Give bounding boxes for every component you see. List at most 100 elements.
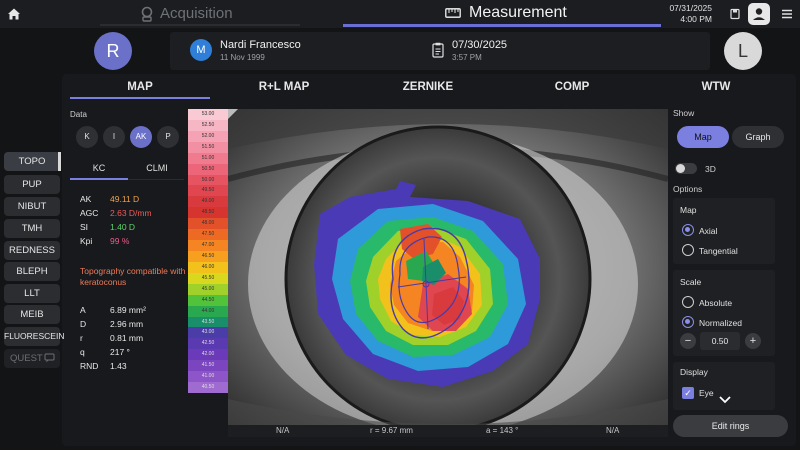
time-text: 4:00 PM [680, 14, 712, 24]
tangential-label: Tangential [699, 246, 738, 256]
3d-label: 3D [705, 164, 716, 174]
data-button-i[interactable]: I [103, 126, 125, 148]
scale-cell: 48.00 [188, 218, 228, 230]
subtab-kc[interactable]: KC [92, 163, 106, 173]
tool-topo[interactable]: TOPO [4, 152, 60, 171]
scale-cell: 43.50 [188, 316, 228, 328]
tool-pup[interactable]: PUP [4, 175, 60, 194]
graph-view-button[interactable]: Graph [732, 126, 784, 148]
scale-cell: 50.00 [188, 174, 228, 186]
edit-rings-button[interactable]: Edit rings [673, 415, 788, 437]
index-agc-value: 2.63 D/mm [110, 208, 152, 218]
tool-nibut[interactable]: NIBUT [4, 197, 60, 216]
left-eye-button[interactable]: L [724, 32, 762, 70]
scale-cell: 52.00 [188, 130, 228, 142]
stat-rnd-key: RND [80, 361, 99, 371]
menu-icon[interactable] [779, 6, 795, 22]
scale-cell: 52.50 [188, 119, 228, 131]
tab-map[interactable]: MAP [127, 81, 153, 93]
data-button-ak[interactable]: AK [130, 126, 152, 148]
stat-a-key: A [80, 305, 86, 315]
patient-dob: 11 Nov 1999 [220, 53, 265, 62]
tab-rl-map[interactable]: R+L MAP [258, 81, 310, 93]
scale-cell: 47.50 [188, 229, 228, 241]
tangential-radio[interactable] [682, 244, 694, 256]
clipboard-icon [432, 42, 444, 58]
right-eye-button[interactable]: R [94, 32, 132, 70]
3d-toggle[interactable] [675, 163, 697, 174]
scale-cell: 41.50 [188, 360, 228, 372]
map-group-title: Map [680, 205, 697, 215]
scale-cell: 44.00 [188, 305, 228, 317]
scale-cell: 46.50 [188, 250, 228, 262]
stat-d-value: 2.96 mm [110, 319, 144, 329]
exam-date: 07/30/2025 [452, 39, 508, 51]
index-agc-key: AGC [80, 208, 99, 218]
tab-acquisition[interactable]: Acquisition [140, 5, 233, 22]
scale-cell: 50.50 [188, 163, 228, 175]
stat-rnd-value: 1.43 [110, 361, 127, 371]
save-icon[interactable] [727, 6, 743, 22]
index-kpi-value: 99 % [110, 236, 130, 246]
3d-toggle-knob [676, 164, 685, 173]
step-value[interactable]: 0.50 [700, 332, 740, 350]
tab-zernike[interactable]: ZERNIKE [402, 81, 454, 93]
scale-cell: 48.50 [188, 207, 228, 219]
keratoconus-warning: Topography compatible with keratoconus [80, 266, 186, 287]
data-button-p[interactable]: P [157, 126, 179, 148]
tab-wtw[interactable]: WTW [701, 81, 731, 93]
eye-checkbox[interactable]: ✓ [682, 387, 694, 399]
display-group-title: Display [680, 367, 708, 377]
chevron-down-icon[interactable] [718, 395, 732, 405]
index-si-key: SI [80, 222, 89, 232]
tool-redness[interactable]: REDNESS [4, 241, 60, 260]
map-info-bar: N/A r = 9.67 mm a = 143 ° N/A [228, 425, 668, 437]
active-tool-marker [58, 152, 61, 171]
topography-map[interactable] [228, 109, 668, 425]
acquisition-underline [100, 24, 300, 26]
stat-r-value: 0.81 mm [110, 333, 144, 343]
subtab-clmi[interactable]: CLMI [146, 163, 168, 173]
tool-llt[interactable]: LLT [4, 284, 60, 303]
map-info-left: N/A [276, 426, 290, 435]
home-icon[interactable] [6, 6, 22, 22]
camera-icon [141, 6, 153, 22]
scale-cell: 49.50 [188, 185, 228, 197]
scale-cell: 42.50 [188, 338, 228, 350]
map-info-right: N/A [606, 426, 620, 435]
eye-label: Eye [699, 388, 714, 398]
tool-fluorescein[interactable]: FLUORESCEIN [4, 327, 64, 346]
stat-a-value: 6.89 mm² [110, 305, 146, 315]
scale-cell: 41.00 [188, 371, 228, 383]
tab-acquisition-label: Acquisition [160, 5, 233, 22]
scale-cell: 40.50 [188, 382, 228, 393]
date-text: 07/31/2025 [669, 3, 712, 13]
normalized-radio[interactable] [682, 316, 694, 328]
scale-cell: 45.50 [188, 272, 228, 284]
map-view-button[interactable]: Map [677, 126, 729, 148]
scale-cell: 44.50 [188, 294, 228, 306]
tab-measurement-label: Measurement [469, 4, 567, 21]
active-tab-underline [70, 97, 210, 99]
tool-meib[interactable]: MEIB [4, 305, 60, 324]
absolute-radio[interactable] [682, 296, 694, 308]
tab-comp[interactable]: COMP [554, 81, 590, 93]
tool-bleph[interactable]: BLEPH [4, 262, 60, 281]
data-button-k[interactable]: K [76, 126, 98, 148]
patient-avatar: M [190, 39, 212, 61]
step-decrease-button[interactable]: − [680, 333, 696, 349]
top-bar: Acquisition Measurement 07/31/2025 4:00 … [0, 0, 800, 28]
axial-radio[interactable] [682, 224, 694, 236]
scale-group-title: Scale [680, 277, 702, 287]
tool-quest-label: QUEST [10, 353, 43, 364]
tool-quest[interactable]: QUEST [4, 349, 60, 368]
user-button[interactable] [748, 3, 770, 25]
scale-cell: 47.00 [188, 240, 228, 251]
step-increase-button[interactable]: + [745, 333, 761, 349]
show-label: Show [673, 108, 695, 118]
user-icon [753, 8, 765, 20]
tab-measurement[interactable]: Measurement [445, 4, 567, 22]
stat-r-key: r [80, 333, 83, 343]
tool-tmh[interactable]: TMH [4, 219, 60, 238]
scale-cell: 43.00 [188, 327, 228, 339]
